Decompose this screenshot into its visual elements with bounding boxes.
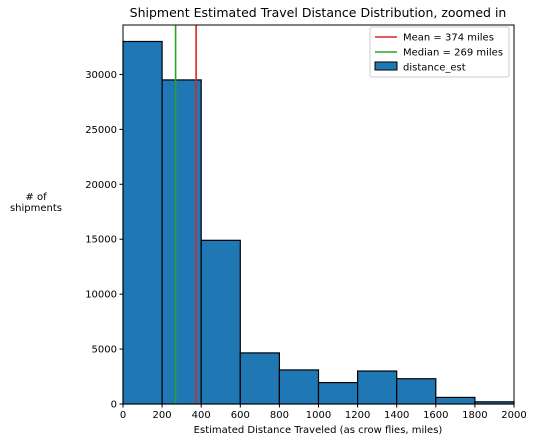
histogram-bar-1: [161, 79, 202, 405]
x-axis-label: Estimated Distance Traveled (as crow fli…: [194, 425, 443, 436]
legend: Mean = 374 miles Median = 269 miles dist…: [369, 26, 510, 78]
histogram-bar-0: [122, 40, 163, 405]
reference-lines: [174, 25, 197, 404]
histogram-bar-8: [435, 396, 476, 405]
y-tick-label-2: 10000: [85, 290, 117, 301]
y-tick-label-4: 20000: [85, 180, 117, 191]
legend-bar-swatch: [374, 61, 398, 71]
legend-mean-label: Mean = 374 miles: [403, 33, 494, 44]
legend-series-label: distance_est: [403, 63, 466, 74]
legend-median-label: Median = 269 miles: [403, 48, 503, 59]
y-axis-label-line-2: shipments: [10, 203, 62, 214]
y-tick-label-5: 25000: [85, 125, 117, 136]
y-tick-label-6: 30000: [85, 70, 117, 81]
x-tick-label-7: 1400: [384, 410, 409, 421]
x-tick-label-0: 0: [120, 410, 126, 421]
y-tick-label-3: 15000: [85, 235, 117, 246]
histogram-bar-2: [200, 239, 241, 405]
y-axis-label: # of shipments: [10, 192, 62, 214]
x-tick-label-9: 1800: [462, 410, 487, 421]
x-tick-label-3: 600: [231, 410, 250, 421]
chart-title: Shipment Estimated Travel Distance Distr…: [130, 5, 507, 20]
legend-box: [369, 26, 510, 78]
histogram-bar-6: [357, 370, 398, 405]
x-tick-label-10: 2000: [501, 410, 526, 421]
x-tick-label-2: 400: [192, 410, 211, 421]
x-tick-label-4: 800: [270, 410, 289, 421]
y-axis-label-line-1: # of: [25, 192, 47, 203]
y-tick-label-0: 0: [111, 400, 117, 411]
histogram-bar-3: [239, 352, 281, 405]
histogram-bar-5: [317, 381, 359, 405]
histogram-bars: [122, 40, 515, 405]
x-tick-label-5: 1000: [306, 410, 331, 421]
y-tick-label-1: 5000: [92, 345, 117, 356]
y-axis-ticks: 0 5000 10000 15000 20000 25000 30000: [85, 70, 123, 411]
x-tick-label-8: 1600: [423, 410, 448, 421]
x-tick-label-1: 200: [153, 410, 172, 421]
histogram-bar-7: [396, 378, 437, 405]
x-axis-ticks: 0 200 400 600 800 1000 1200 1400 1600 1800 2000: [120, 404, 527, 421]
histogram-bar-4: [278, 369, 320, 405]
x-tick-label-6: 1200: [345, 410, 370, 421]
